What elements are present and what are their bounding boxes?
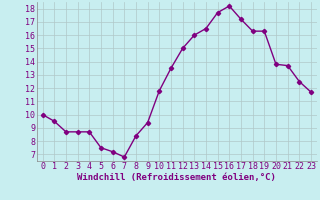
X-axis label: Windchill (Refroidissement éolien,°C): Windchill (Refroidissement éolien,°C) — [77, 173, 276, 182]
